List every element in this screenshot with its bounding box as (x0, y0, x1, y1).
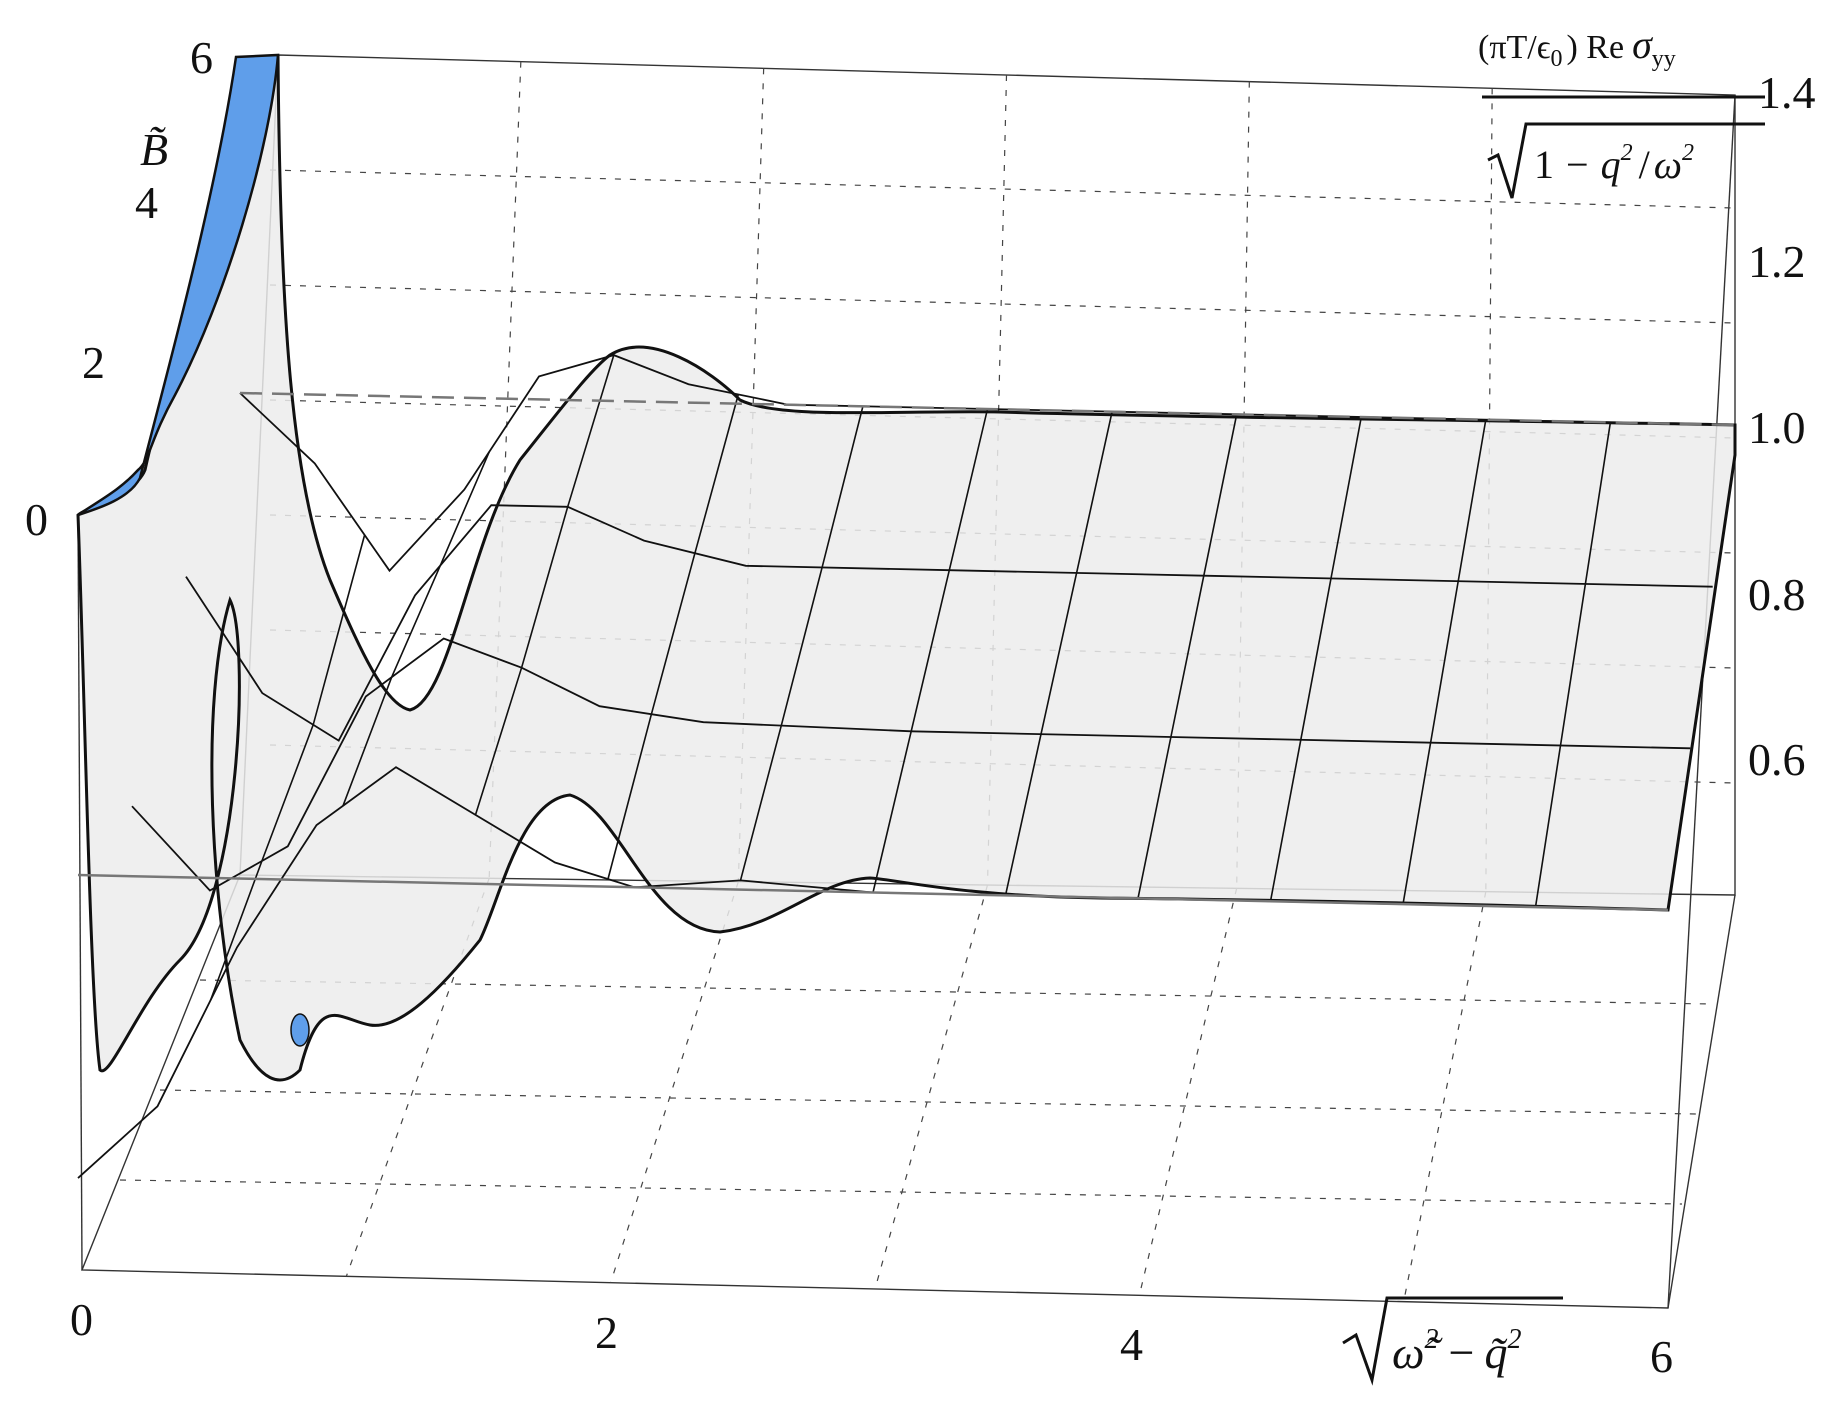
grid-vertical-1 (488, 61, 522, 879)
x-axis-title-sup-2: 2 (1507, 1324, 1521, 1355)
right-vertical-edge (1667, 94, 1736, 1309)
mesh-crossline-4 (739, 406, 864, 881)
x-axis-title-q: q̃ (1484, 1327, 1508, 1378)
z-tick-label-0.8: 0.8 (1748, 569, 1806, 620)
mesh-crossline-8 (1269, 416, 1363, 902)
grid-horizontal-2 (269, 399, 1736, 439)
surface-body (76, 54, 1737, 1082)
mesh-crossline-1 (342, 451, 490, 807)
grid-horizontal-0 (269, 169, 1736, 209)
z-axis-title-suffix: ) Re (1566, 29, 1624, 66)
grid-horizontal-1 (269, 284, 1736, 324)
z-axis-den-sup-2: 2 (1682, 140, 1694, 166)
z-axis-den-slash: / (1639, 142, 1651, 187)
svg-text:ω̃2−q̃2: ω̃2− q̃2 (1392, 1324, 1521, 1378)
mesh-crossline-3 (607, 394, 740, 880)
grid-floor-3 (874, 884, 989, 1290)
x-axis-title: ω̃2− q̃2 (1342, 1296, 1563, 1386)
surface-highlight-strip (77, 53, 280, 517)
z-tick-label-0.6: 0.6 (1748, 734, 1806, 785)
surface (76, 53, 1737, 1082)
z-axis-title: (πT/ϵ0) Re σyy 1− q2/ω2 (1478, 22, 1765, 199)
surface-small-highlight (290, 1013, 310, 1047)
z-axis-ticks: 0.6 0.8 1.0 1.2 1.4 (1748, 67, 1816, 785)
z-axis-title-sub0: 0 (1550, 46, 1562, 72)
z-axis-den-minus: − (1566, 142, 1589, 187)
grid-floor-depth-0 (199, 979, 1713, 1005)
y-axis-ticks: 0 2 4 6 (25, 32, 213, 545)
y-tick-label-6: 6 (190, 32, 213, 83)
left-vertical-edge (77, 514, 83, 1271)
mesh-crossline-6 (1004, 411, 1113, 896)
mesh-crossline-5 (872, 408, 989, 893)
y-tick-label-4: 4 (135, 177, 158, 228)
asymptote-line (239, 391, 1736, 427)
z-axis-title-sigma: σ (1632, 22, 1653, 67)
svg-text:1−q2/ω2: 1− q2/ω2 (1534, 140, 1694, 187)
x-tick-label-6: 6 (1650, 1331, 1673, 1382)
grid-floor-2 (610, 881, 739, 1283)
z-axis-den-q: q (1601, 142, 1621, 187)
z-tick-label-1.2: 1.2 (1748, 236, 1806, 287)
asymptote-front-line (77, 873, 1669, 912)
x-tick-label-4: 4 (1120, 1319, 1143, 1370)
y-tick-label-2: 2 (82, 337, 105, 388)
x-axis-ticks: 0 2 4 6 (70, 1294, 1673, 1382)
z-axis-den-sup-1: 2 (1621, 140, 1633, 166)
mesh-crossline-0 (209, 534, 366, 1001)
x-axis-title-sup-1: 2 (1424, 1324, 1438, 1355)
mesh-crossline-2 (474, 354, 615, 816)
y-axis-title: B̃ (140, 124, 168, 175)
grid-floor-4 (1138, 888, 1238, 1296)
x-tick-label-2: 2 (595, 1307, 618, 1358)
mesh-crossline-9 (1402, 419, 1487, 905)
z-axis-title-prefix: (πT/ϵ (1478, 29, 1551, 66)
y-tick-label-0: 0 (25, 494, 48, 545)
x-axis-title-radical (1342, 1296, 1563, 1386)
mesh-crossline-10 (1534, 422, 1612, 908)
grid-floor-depth-1 (159, 1089, 1698, 1115)
grid-floor-5 (1403, 891, 1487, 1302)
x-tick-label-0: 0 (70, 1294, 93, 1345)
floor-left-edge (80, 874, 1736, 1309)
z-axis-title-radical (1487, 122, 1765, 199)
z-axis-den-omega: ω (1654, 142, 1682, 187)
z-tick-label-1.0: 1.0 (1748, 402, 1806, 453)
mesh-crossline-7 (1137, 414, 1238, 899)
grid-floor-1 (345, 878, 490, 1277)
z-axis-den-one: 1 (1534, 142, 1554, 187)
grid-floor-depth-2 (119, 1179, 1683, 1205)
z-axis-title-subyy: yy (1652, 46, 1676, 72)
x-axis-title-minus: − (1448, 1327, 1474, 1378)
z-tick-label-1.4: 1.4 (1758, 67, 1816, 118)
